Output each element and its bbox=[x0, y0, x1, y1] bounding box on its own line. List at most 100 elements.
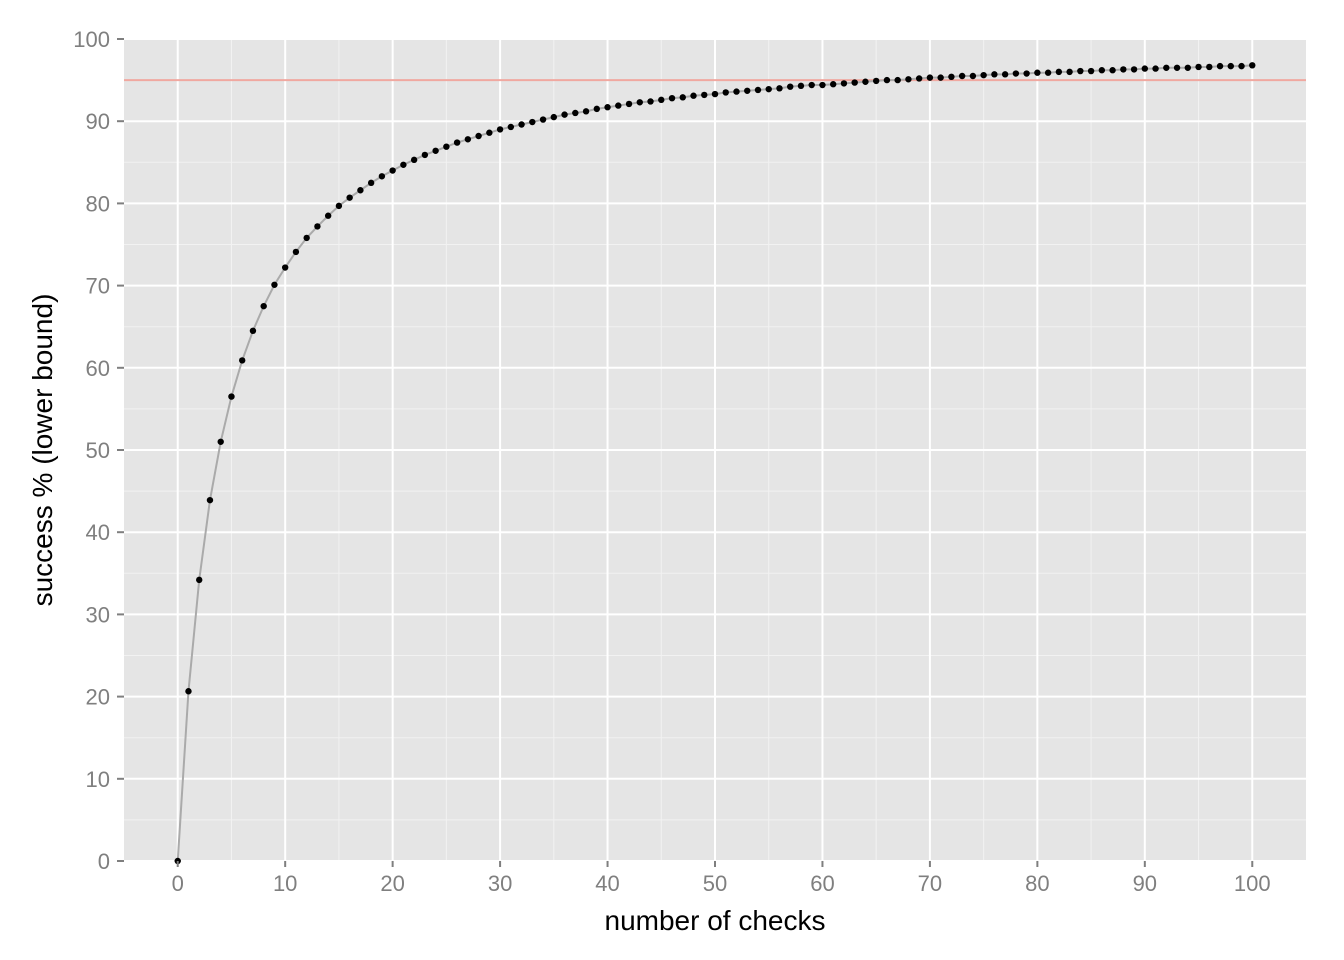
data-point bbox=[206, 496, 214, 504]
x-tick-label: 80 bbox=[1025, 871, 1049, 896]
data-point bbox=[787, 83, 794, 90]
data-point bbox=[1077, 67, 1084, 75]
data-point bbox=[604, 104, 611, 111]
data-point bbox=[915, 75, 923, 82]
x-tick-label: 50 bbox=[703, 871, 727, 896]
data-point bbox=[1195, 63, 1202, 71]
data-point bbox=[840, 80, 848, 87]
data-point bbox=[948, 73, 955, 81]
data-point bbox=[475, 132, 482, 140]
data-point bbox=[550, 113, 558, 121]
y-tick-label: 80 bbox=[86, 191, 110, 216]
data-point bbox=[518, 121, 525, 128]
data-point bbox=[1120, 66, 1127, 73]
data-point bbox=[1216, 62, 1224, 70]
data-point bbox=[593, 105, 600, 113]
x-tick-label: 0 bbox=[172, 871, 184, 896]
data-point bbox=[1173, 64, 1181, 71]
x-tick-label: 20 bbox=[380, 871, 404, 896]
data-point bbox=[432, 147, 439, 154]
data-point bbox=[507, 123, 515, 131]
data-point bbox=[1044, 69, 1052, 76]
data-point bbox=[324, 212, 332, 219]
data-point bbox=[378, 173, 386, 180]
data-point bbox=[797, 82, 805, 90]
data-point bbox=[701, 91, 708, 99]
data-point bbox=[647, 98, 654, 105]
data-point bbox=[615, 102, 622, 109]
data-point bbox=[357, 187, 364, 194]
data-point bbox=[239, 357, 246, 364]
data-point bbox=[991, 71, 998, 78]
data-point bbox=[969, 72, 977, 80]
data-point bbox=[1238, 62, 1245, 70]
data-point bbox=[410, 156, 418, 164]
data-point bbox=[1109, 67, 1116, 74]
y-tick-label: 50 bbox=[86, 438, 110, 463]
data-point bbox=[1141, 65, 1149, 72]
data-point bbox=[486, 129, 493, 136]
grid-lines bbox=[124, 38, 1306, 862]
data-point bbox=[722, 89, 729, 96]
data-point bbox=[572, 109, 579, 117]
data-point bbox=[582, 108, 590, 115]
data-point bbox=[1130, 66, 1138, 73]
data-point bbox=[1001, 71, 1009, 78]
data-point bbox=[1152, 65, 1159, 72]
data-point bbox=[249, 327, 257, 335]
x-axis-title: number of checks bbox=[605, 905, 826, 936]
y-tick-label: 30 bbox=[86, 602, 110, 627]
data-point bbox=[862, 78, 869, 85]
data-point bbox=[744, 87, 751, 94]
data-point bbox=[819, 81, 826, 89]
data-point bbox=[711, 90, 719, 98]
y-axis-title: success % (lower bound) bbox=[27, 294, 58, 607]
data-point bbox=[808, 81, 815, 89]
data-point bbox=[1184, 64, 1192, 71]
data-point bbox=[496, 126, 504, 133]
data-point bbox=[830, 81, 837, 88]
data-point bbox=[1087, 67, 1095, 75]
points-group bbox=[174, 62, 1256, 865]
data-point bbox=[1066, 68, 1073, 76]
x-tick-label: 90 bbox=[1133, 871, 1157, 896]
y-tick-label: 60 bbox=[86, 356, 110, 381]
data-point bbox=[883, 76, 891, 84]
data-point bbox=[314, 223, 321, 230]
data-point bbox=[690, 92, 697, 99]
x-tick-label: 40 bbox=[595, 871, 619, 896]
data-point bbox=[228, 393, 235, 400]
data-point bbox=[872, 77, 880, 85]
data-point bbox=[346, 194, 353, 201]
y-tick-label: 90 bbox=[86, 109, 110, 134]
data-point bbox=[443, 143, 450, 150]
x-tick-label: 70 bbox=[918, 871, 942, 896]
x-tick-label: 10 bbox=[273, 871, 297, 896]
data-point bbox=[658, 96, 665, 104]
data-point bbox=[539, 116, 547, 123]
data-point bbox=[851, 79, 858, 86]
data-point bbox=[679, 94, 686, 101]
data-point bbox=[217, 438, 224, 445]
data-point bbox=[754, 86, 762, 94]
data-point bbox=[260, 302, 267, 310]
data-point bbox=[196, 576, 203, 584]
data-point bbox=[1023, 70, 1030, 77]
data-point bbox=[389, 167, 396, 174]
data-point bbox=[1249, 62, 1256, 69]
data-point bbox=[529, 118, 536, 126]
data-point bbox=[464, 136, 472, 143]
data-point bbox=[185, 688, 192, 695]
data-point bbox=[636, 99, 643, 106]
data-point bbox=[958, 72, 966, 80]
data-point bbox=[1055, 68, 1063, 76]
x-tick-label: 60 bbox=[810, 871, 834, 896]
data-point bbox=[281, 264, 289, 271]
data-point bbox=[1227, 62, 1234, 70]
data-point bbox=[1163, 64, 1170, 71]
data-point bbox=[625, 100, 633, 108]
data-point bbox=[894, 76, 901, 84]
data-point bbox=[1098, 67, 1106, 74]
